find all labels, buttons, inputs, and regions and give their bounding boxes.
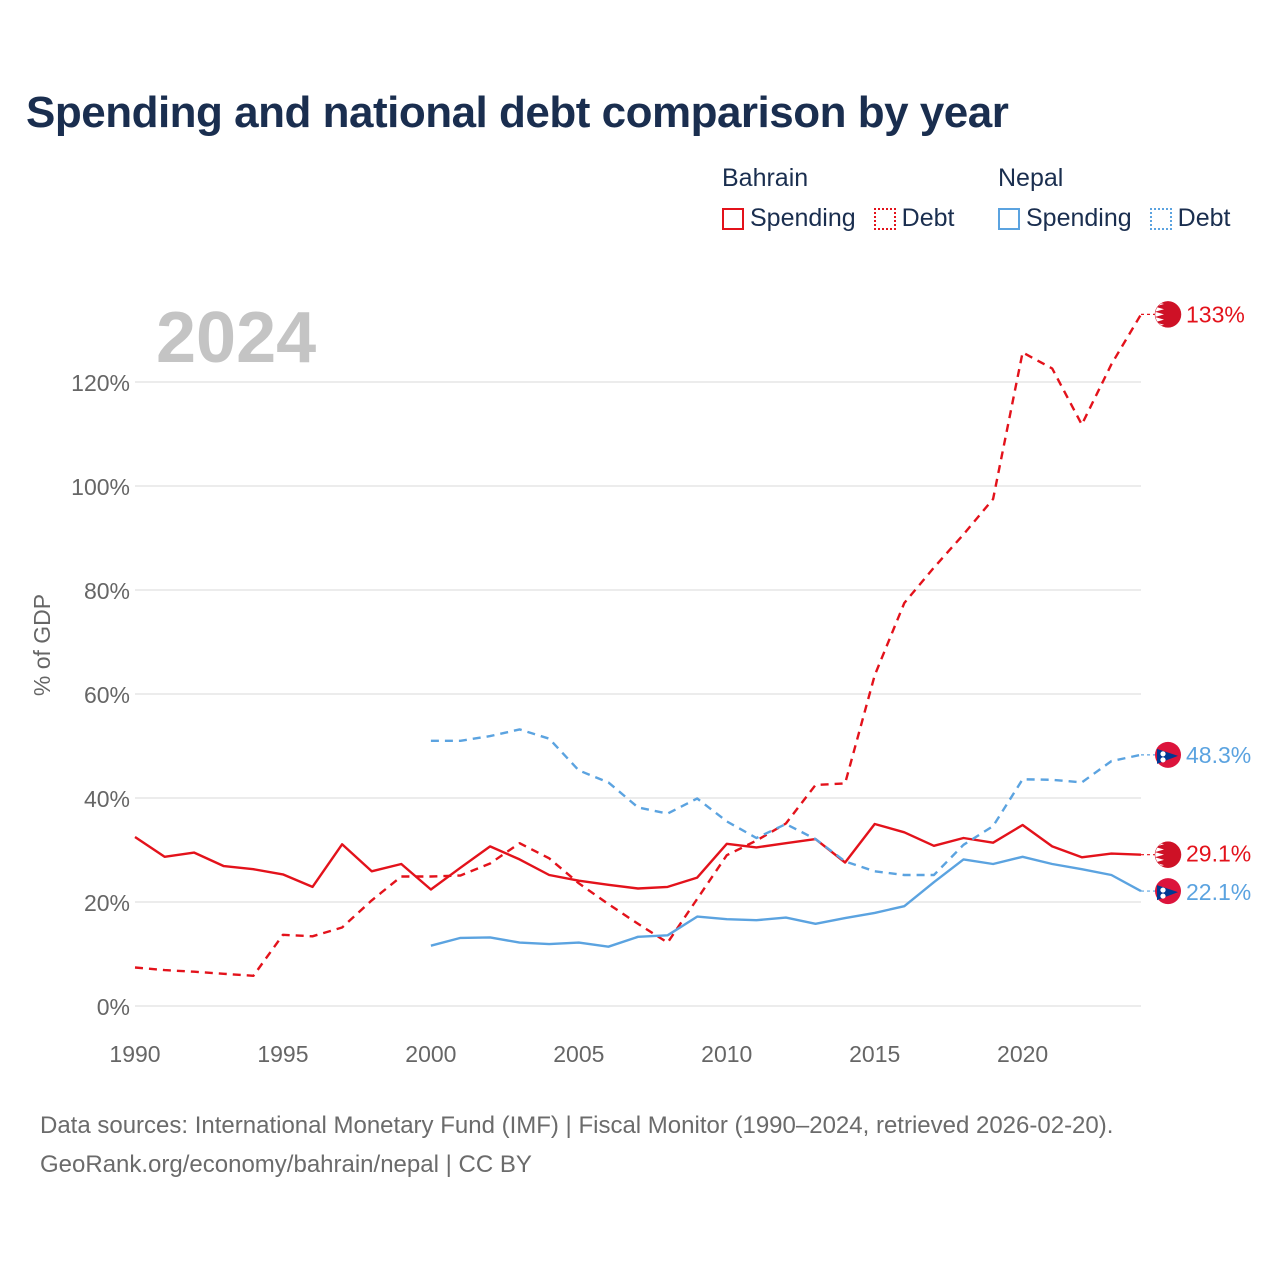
end-label-nepal_debt: 48.3% <box>1186 742 1251 768</box>
flag-disc <box>1155 301 1181 328</box>
bahrain-flag-icon <box>1154 841 1182 868</box>
legend-bahrain-debt[interactable]: Debt <box>873 204 955 233</box>
legend-swatch-nepal-spending <box>998 207 1020 230</box>
x-tick-label-2005: 2005 <box>553 1041 604 1067</box>
legend-nepal-debt[interactable]: Debt <box>1149 204 1231 233</box>
flag-disc <box>1155 841 1181 868</box>
footer: Data sources: International Monetary Fun… <box>40 1106 1113 1184</box>
legend-group-bahrain: Bahrain Spending Debt <box>722 162 954 233</box>
x-tick-label-2000: 2000 <box>405 1041 456 1067</box>
legend-label-nepal-debt: Debt <box>1177 204 1231 232</box>
legend-label-nepal-spending: Spending <box>1026 204 1132 232</box>
end-label-bahrain_spending: 29.1% <box>1186 841 1251 867</box>
legend-country-bahrain: Bahrain <box>722 164 809 192</box>
y-tick-label-80: 80% <box>84 578 130 604</box>
y-tick-label-20: 20% <box>84 890 130 916</box>
axis-layer: 0% 20% 40% 60% 80% 100% 120% 1990 1995 2000 2005 20… <box>71 370 1048 1067</box>
year-watermark: 2024 <box>156 298 316 378</box>
x-tick-label-2015: 2015 <box>849 1041 900 1067</box>
grid-layer <box>135 381 1141 1007</box>
flag-moon <box>1160 751 1166 757</box>
flag-serration <box>1155 841 1164 868</box>
end-label-bahrain_debt: 133% <box>1186 301 1245 327</box>
nepal-flag-icon <box>1155 878 1181 905</box>
y-axis-title: % of GDP <box>29 594 55 696</box>
series-line-bahrain-spending[interactable] <box>134 822 1142 891</box>
series-layer <box>134 313 1143 977</box>
footer-link: GeoRank.org/economy/bahrain/nepal | CC B… <box>40 1151 532 1178</box>
footer-source: Data sources: International Monetary Fun… <box>40 1112 1114 1139</box>
series-line-nepal-spending[interactable] <box>430 855 1142 948</box>
x-tick-label-2010: 2010 <box>701 1041 752 1067</box>
flag-moon <box>1160 887 1166 893</box>
flag-serration <box>1155 301 1164 328</box>
x-tick-label-2020: 2020 <box>997 1041 1048 1067</box>
y-tick-label-40: 40% <box>84 786 130 812</box>
flag-sun <box>1160 757 1166 763</box>
legend-swatch-nepal-debt <box>1149 207 1172 230</box>
legend-group-nepal: Nepal Spending Debt <box>998 162 1230 233</box>
y-tick-label-100: 100% <box>71 474 130 500</box>
y-tick-label-120: 120% <box>71 370 130 396</box>
legend-country-nepal: Nepal <box>998 164 1064 192</box>
legend-label-bahrain-spending: Spending <box>750 204 856 232</box>
legend-swatch-bahrain-spending <box>722 207 744 230</box>
legend-label-bahrain-debt: Debt <box>901 204 955 232</box>
series-line-bahrain-debt[interactable] <box>134 313 1143 977</box>
nepal-flag-icon <box>1155 741 1181 768</box>
x-tick-label-1990: 1990 <box>109 1041 160 1067</box>
end-label-nepal_spending: 22.1% <box>1186 879 1251 905</box>
flag-sun <box>1160 893 1166 899</box>
y-tick-label-0: 0% <box>97 994 130 1020</box>
end-labels-layer: 133% 48.3% 29.1% 22.1% <box>1141 301 1251 905</box>
legend-bahrain-spending[interactable]: Spending <box>722 204 856 233</box>
legend-nepal-spending[interactable]: Spending <box>998 204 1132 233</box>
flag-rim <box>1154 841 1182 868</box>
y-tick-label-60: 60% <box>84 682 130 708</box>
x-tick-label-1995: 1995 <box>257 1041 308 1067</box>
bahrain-flag-icon <box>1154 301 1182 328</box>
chart-title: Spending and national debt comparison by… <box>26 88 1009 137</box>
legend-swatch-bahrain-debt <box>873 207 896 230</box>
flag-rim <box>1154 301 1182 328</box>
